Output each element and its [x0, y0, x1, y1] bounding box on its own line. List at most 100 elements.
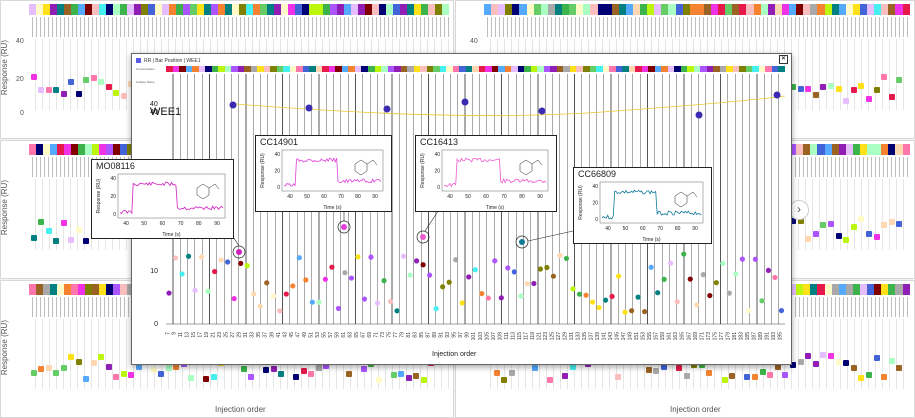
x-tick-label: 123: [543, 332, 549, 341]
compound-point: [172, 255, 179, 261]
compound-point: [225, 259, 231, 265]
strip-cell: [335, 66, 342, 72]
strip-cell: [244, 66, 251, 72]
compound-point: [335, 305, 342, 312]
sensorgram: Response (RU) Time (s) 40 50 60 70 80 90 40 20 0: [260, 149, 384, 211]
strip-cell: [439, 66, 447, 72]
molecule-bond: [531, 159, 543, 166]
molecule-bond: [686, 191, 698, 198]
bg-data-point: [843, 359, 850, 366]
bg-label-row: [484, 17, 910, 37]
compound-point: [622, 309, 628, 315]
strip-cell: [205, 66, 212, 72]
strip-cell: [752, 66, 759, 72]
bg-data-point: [676, 364, 682, 371]
bg-data-point: [53, 237, 60, 244]
bg-tick-right-40: 40: [470, 38, 478, 45]
y-tick-label: 10: [150, 268, 158, 275]
x-tick-label: 17: [198, 332, 204, 338]
compound-point: [368, 254, 374, 260]
x-tick-label: 93: [445, 332, 451, 338]
bg-data-point: [493, 369, 500, 376]
compound-point: [524, 281, 530, 287]
reference-point: [538, 107, 546, 115]
inset-xlabel: Time (s): [642, 237, 660, 243]
strip-cell: [739, 66, 746, 72]
strip-cell: [211, 66, 219, 72]
compound-point: [681, 251, 687, 257]
bg-data-point: [888, 218, 895, 225]
strip-cell: [732, 66, 740, 72]
bg-data-point: [805, 235, 812, 242]
bg-data-point: [98, 79, 105, 86]
bg-data-point: [835, 85, 842, 92]
bg-data-point: [90, 360, 97, 366]
compound-point: [342, 270, 348, 276]
strip-cell: [687, 66, 694, 72]
x-tick-label: 51: [308, 332, 314, 338]
compound-point: [720, 260, 726, 266]
compound-point: [668, 260, 674, 266]
compound-point: [400, 253, 407, 259]
compound-point: [687, 276, 693, 282]
molecule-bond: [208, 183, 220, 190]
strip-cell: [609, 66, 616, 72]
bg-data-point: [203, 376, 210, 383]
chevron-right-icon[interactable]: ›: [789, 200, 809, 220]
strip-cell: [218, 66, 225, 72]
bg-data-point: [782, 371, 789, 378]
bg-data-point: [508, 370, 515, 377]
strip-cell: [667, 66, 675, 72]
compound-point: [264, 280, 270, 286]
compound-point: [459, 300, 465, 306]
bg-data-point: [531, 364, 538, 371]
strip-cell: [765, 66, 772, 72]
x-tick-label: 151: [634, 332, 640, 341]
bg-data-point: [60, 219, 67, 226]
x-tick-label: 27: [230, 332, 236, 338]
inset-ytick: 40: [434, 152, 440, 158]
x-tick-label: 131: [569, 332, 575, 341]
inset-cc66809: CC66809 Response (RU) Time (s) 40 50 60 70 80 9…: [573, 167, 712, 244]
strip-cell: [583, 66, 590, 72]
compound-point: [492, 258, 498, 264]
bg-data-point: [75, 91, 82, 98]
x-tick-label: 9: [172, 332, 178, 335]
bg-tick-20: 20: [16, 76, 24, 83]
bg-data-point: [45, 87, 52, 94]
inset-xtick: 90: [537, 194, 543, 200]
bg-data-point: [866, 230, 872, 237]
compound-point: [374, 300, 381, 306]
strip-cell: [263, 66, 271, 72]
compound-point: [361, 296, 368, 302]
close-icon[interactable]: ✕: [779, 55, 788, 64]
reference-point: [695, 111, 703, 119]
bg-data-point: [240, 366, 247, 373]
strip-cell: [354, 66, 362, 72]
compound-point: [466, 274, 472, 280]
strip-cell: [309, 66, 316, 72]
bg-data-point: [744, 374, 751, 381]
bg-data-point: [820, 83, 827, 90]
bg-data-point: [873, 354, 880, 361]
x-tick-label: 139: [595, 332, 601, 341]
compound-response-modal: RR | Bar Position | WEE1 ✕ Concentration…: [91, 53, 792, 365]
strip-cell: [224, 66, 232, 72]
compound-point: [570, 286, 576, 292]
x-tick-label: 113: [510, 332, 516, 340]
strip-cell: [283, 66, 290, 72]
color-strip: [166, 66, 785, 72]
x-tick-label: 159: [660, 332, 666, 341]
x-tick-label: 105: [484, 332, 490, 341]
bg-data-point: [38, 87, 45, 94]
compound-point: [707, 292, 713, 299]
x-tick-label: 121: [536, 332, 542, 341]
bg-data-point: [767, 372, 774, 379]
compound-point: [348, 275, 355, 281]
bg-data-point: [820, 222, 827, 229]
bg-data-point: [790, 217, 796, 224]
inset-xtick: 50: [623, 226, 629, 232]
strip-cell: [537, 66, 544, 72]
compound-point: [557, 252, 563, 259]
compound-point: [270, 293, 276, 299]
